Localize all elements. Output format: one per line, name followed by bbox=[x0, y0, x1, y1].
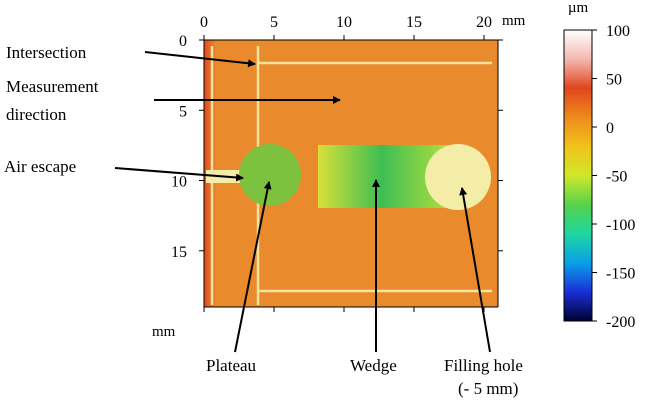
colorbar-unit: µm bbox=[568, 0, 589, 16]
x-axis: mm 0 5 10 15 20 bbox=[200, 13, 526, 312]
arrow-plateau bbox=[234, 181, 272, 353]
colorbar: µm 100 50 0 -50 -100 -150 -200 bbox=[563, 0, 635, 331]
annotation-air-escape: Air escape bbox=[4, 157, 76, 176]
annotation-wedge: Wedge bbox=[350, 356, 397, 375]
plateau-region bbox=[239, 144, 301, 206]
y-axis: mm 0 5 10 15 bbox=[152, 33, 503, 340]
x-tick-label: 15 bbox=[406, 14, 422, 31]
colorbar-tick-label: -150 bbox=[606, 266, 635, 283]
colorbar-tick-label: -50 bbox=[606, 169, 627, 186]
filling-hole-region bbox=[425, 144, 491, 210]
annotation-measurement-direction: Measurement direction bbox=[6, 77, 103, 124]
colorbar-tick-label: -100 bbox=[606, 217, 635, 234]
x-tick-label: 20 bbox=[476, 14, 492, 31]
y-axis-unit: mm bbox=[152, 324, 176, 340]
annotation-plateau: Plateau bbox=[206, 356, 257, 375]
annotations: Intersection Measurement direction Air e… bbox=[4, 43, 527, 398]
arrow-intersection bbox=[144, 51, 256, 68]
y-tick-label: 15 bbox=[171, 244, 187, 261]
colorbar-tick-label: 0 bbox=[606, 120, 614, 137]
x-tick-label: 10 bbox=[336, 14, 352, 31]
y-tick-label: 10 bbox=[171, 174, 187, 191]
colorbar-tick-label: 100 bbox=[606, 23, 630, 40]
colorbar-tick-label: 50 bbox=[606, 72, 622, 89]
y-tick-label: 5 bbox=[179, 103, 187, 120]
annotation-intersection: Intersection bbox=[6, 43, 87, 62]
colorbar-tick-label: -200 bbox=[606, 314, 635, 331]
y-tick-label: 0 bbox=[179, 33, 187, 50]
x-tick-label: 5 bbox=[270, 14, 278, 31]
x-axis-unit: mm bbox=[502, 13, 526, 29]
colorbar-scale bbox=[563, 29, 593, 322]
arrow-filling-hole bbox=[459, 187, 491, 353]
x-tick-label: 0 bbox=[200, 14, 208, 31]
arrow-air-escape bbox=[114, 167, 244, 182]
height-map bbox=[204, 40, 498, 307]
annotation-filling-hole: Filling hole (- 5 mm) bbox=[444, 356, 527, 398]
